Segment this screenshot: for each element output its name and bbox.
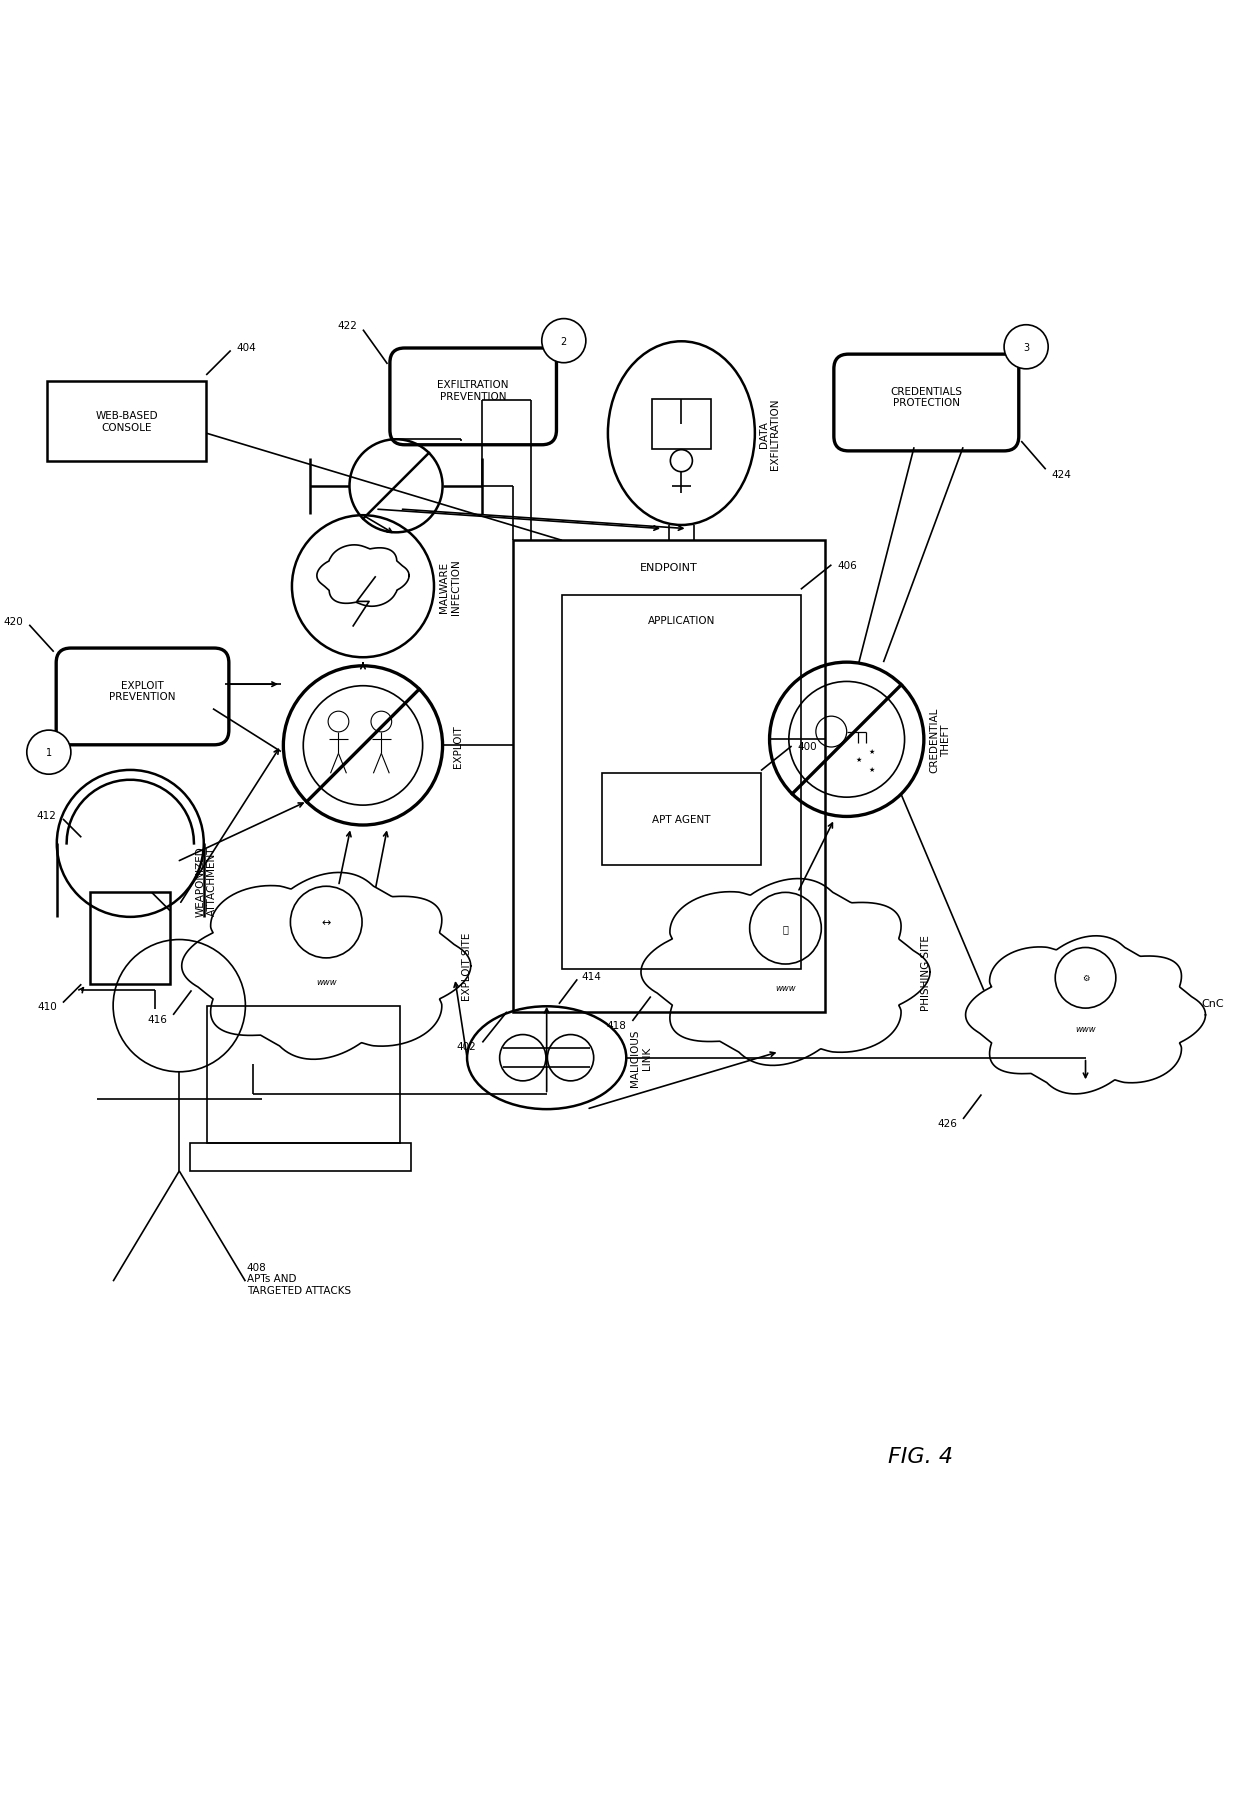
Circle shape (1004, 325, 1048, 370)
Text: 424: 424 (1052, 469, 1071, 480)
Text: WEB-BASED
CONSOLE: WEB-BASED CONSOLE (95, 412, 157, 433)
Text: 420: 420 (4, 617, 24, 628)
Text: CREDENTIALS
PROTECTION: CREDENTIALS PROTECTION (890, 387, 962, 408)
Text: EXPLOIT SITE: EXPLOIT SITE (463, 931, 472, 1000)
Text: 3: 3 (1023, 343, 1029, 352)
Text: ⚙: ⚙ (1081, 975, 1089, 984)
Text: CREDENTIAL
THEFT: CREDENTIAL THEFT (929, 707, 951, 773)
Text: www: www (1075, 1025, 1096, 1034)
Text: 426: 426 (937, 1118, 957, 1127)
Text: DATA
EXFILTRATION: DATA EXFILTRATION (759, 397, 780, 469)
Text: www: www (775, 984, 796, 992)
Text: EXFILTRATION
PREVENTION: EXFILTRATION PREVENTION (438, 379, 508, 401)
Text: 402: 402 (456, 1041, 476, 1052)
Text: 📄: 📄 (782, 924, 789, 933)
Text: MALICIOUS
LINK: MALICIOUS LINK (630, 1030, 652, 1086)
Text: 404: 404 (237, 343, 257, 352)
Text: PHISHING SITE: PHISHING SITE (921, 935, 931, 1010)
Text: 410: 410 (37, 1001, 57, 1012)
Text: APT AGENT: APT AGENT (652, 814, 711, 825)
Text: www: www (316, 978, 336, 987)
Text: WEAPONIZED
ATTACHMENT: WEAPONIZED ATTACHMENT (196, 845, 217, 915)
Bar (47, 381, 206, 462)
Text: 418: 418 (606, 1019, 626, 1030)
Bar (562, 597, 801, 969)
Text: ★: ★ (856, 757, 862, 762)
Text: 406: 406 (837, 561, 857, 570)
Text: EXPLOIT
PREVENTION: EXPLOIT PREVENTION (109, 680, 176, 701)
Circle shape (542, 320, 585, 363)
Text: ↔: ↔ (321, 917, 331, 928)
Bar (513, 541, 826, 1012)
Text: 414: 414 (582, 971, 601, 982)
Text: 412: 412 (37, 811, 57, 820)
Text: FIG. 4: FIG. 4 (888, 1446, 952, 1465)
Bar (207, 1007, 399, 1144)
Text: 400: 400 (797, 741, 817, 752)
Text: MALWARE
INFECTION: MALWARE INFECTION (439, 559, 461, 615)
Text: 416: 416 (148, 1014, 167, 1023)
Bar (190, 1144, 410, 1170)
Text: 2: 2 (560, 336, 567, 347)
Text: 1: 1 (46, 748, 52, 757)
Text: 422: 422 (337, 320, 357, 331)
Circle shape (27, 730, 71, 775)
Text: APPLICATION: APPLICATION (647, 615, 715, 626)
Text: EXPLOIT: EXPLOIT (454, 725, 464, 768)
Text: CnC: CnC (1202, 998, 1224, 1009)
Text: ENDPOINT: ENDPOINT (640, 563, 698, 574)
Text: 408
APTs AND
TARGETED ATTACKS: 408 APTs AND TARGETED ATTACKS (247, 1262, 351, 1295)
Text: ★: ★ (868, 766, 874, 771)
Bar (91, 894, 170, 985)
Text: ★: ★ (868, 748, 874, 755)
Bar (652, 399, 711, 450)
Bar (601, 773, 761, 865)
